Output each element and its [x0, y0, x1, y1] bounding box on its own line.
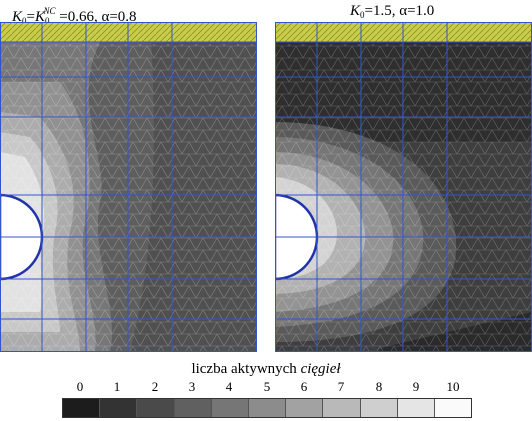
legend-swatch [211, 399, 249, 417]
legend-label: 10 [446, 379, 460, 394]
legend-swatch [323, 399, 361, 417]
legend-swatch [100, 399, 138, 417]
blue-grid [275, 22, 532, 352]
legend-swatch [360, 399, 398, 417]
legend-label: 4 [225, 379, 233, 394]
legend-swatch [63, 399, 101, 417]
legend-label: 5 [263, 379, 271, 394]
right-panel-title: K0=1.5, α=1.0 [350, 3, 435, 20]
legend-label: 8 [375, 379, 383, 394]
legend-label: 3 [188, 379, 196, 394]
legend-label: 9 [412, 379, 420, 394]
legend-swatch [397, 399, 435, 417]
left-panel-title: K0=K0NC =0.66, α=0.8 [12, 6, 137, 26]
legend-title: liczba aktywnych cięgieł [191, 361, 341, 377]
legend-labels: 0 1 2 3 4 5 6 7 8 9 10 [62, 379, 472, 397]
legend-label: 0 [76, 379, 84, 394]
left-contour-panel [0, 22, 257, 352]
legend-swatch [174, 399, 212, 417]
legend-swatch [137, 399, 175, 417]
legend-color-bar [62, 398, 472, 418]
legend-swatch [434, 399, 472, 417]
legend-label: 6 [300, 379, 308, 394]
legend-label: 1 [113, 379, 121, 394]
legend-swatch [248, 399, 287, 417]
legend-swatch [286, 399, 324, 417]
legend-label: 7 [337, 379, 345, 394]
legend-label: 2 [151, 379, 159, 394]
right-contour-panel [275, 22, 532, 352]
blue-grid [0, 22, 257, 352]
